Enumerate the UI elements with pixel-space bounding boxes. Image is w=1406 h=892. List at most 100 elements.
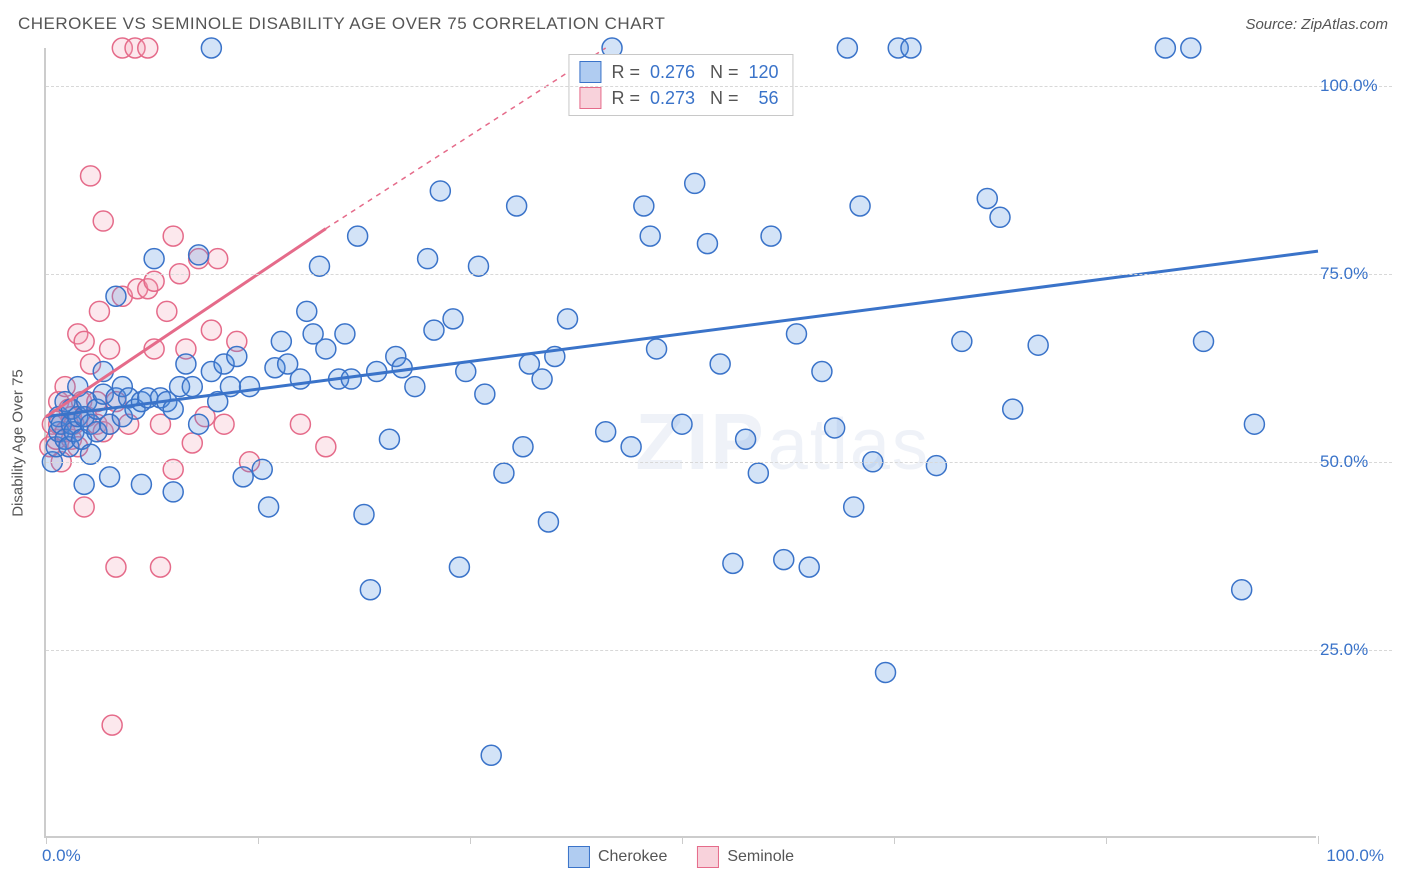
seminole-point (208, 249, 228, 269)
cherokee-point (430, 181, 450, 201)
cherokee-point (163, 482, 183, 502)
seminole-label: Seminole (727, 848, 794, 866)
cherokee-point (176, 354, 196, 374)
cherokee-point (952, 331, 972, 351)
seminole-point (290, 414, 310, 434)
x-tick-max: 100.0% (1326, 846, 1384, 866)
cherokee-point (844, 497, 864, 517)
cherokee-point (736, 429, 756, 449)
cherokee-point (354, 504, 374, 524)
cherokee-point (558, 309, 578, 329)
cherokee-point (786, 324, 806, 344)
cherokee-point (723, 553, 743, 573)
cherokee-point (850, 196, 870, 216)
cherokee-point (418, 249, 438, 269)
cherokee-point (481, 745, 501, 765)
seminole-point (81, 166, 101, 186)
seminole-point (74, 497, 94, 517)
cherokee-swatch (579, 61, 601, 83)
source-label: Source: ZipAtlas.com (1245, 16, 1388, 33)
chart-title: CHEROKEE VS SEMINOLE DISABILITY AGE OVER… (18, 14, 665, 34)
cherokee-point (647, 339, 667, 359)
cherokee-point (697, 234, 717, 254)
cherokee-point (233, 467, 253, 487)
cherokee-point (1244, 414, 1264, 434)
x-tick (470, 836, 471, 844)
series-legend: Cherokee Seminole (568, 846, 794, 868)
legend-item-seminole: Seminole (697, 846, 794, 868)
x-tick (258, 836, 259, 844)
cherokee-point (774, 550, 794, 570)
cherokee-point (106, 286, 126, 306)
cherokee-point (634, 196, 654, 216)
gridline (46, 86, 1392, 87)
seminole-point (201, 320, 221, 340)
cherokee-point (532, 369, 552, 389)
seminole-point (102, 715, 122, 735)
cherokee-point (926, 456, 946, 476)
cherokee-point (131, 474, 151, 494)
chart-area: ZIP atlas Disability Age Over 75 0.0% 10… (44, 48, 1390, 838)
cherokee-point (271, 331, 291, 351)
stats-row-seminole: R = 0.273 N = 56 (579, 85, 778, 111)
seminole-point (89, 301, 109, 321)
cherokee-point (837, 38, 857, 58)
cherokee-point (74, 474, 94, 494)
cherokee-point (335, 324, 355, 344)
seminole-point (100, 339, 120, 359)
cherokee-point (1232, 580, 1252, 600)
cherokee-point (507, 196, 527, 216)
chart-header: CHEROKEE VS SEMINOLE DISABILITY AGE OVER… (18, 14, 1388, 34)
cherokee-point (685, 173, 705, 193)
seminole-r: 0.273 (650, 85, 695, 111)
seminole-point (157, 301, 177, 321)
cherokee-point (475, 384, 495, 404)
y-tick-label: 100.0% (1320, 76, 1390, 96)
seminole-point (74, 331, 94, 351)
seminole-point (138, 38, 158, 58)
cherokee-point (201, 38, 221, 58)
x-tick (1318, 836, 1319, 844)
cherokee-point (538, 512, 558, 532)
cherokee-point (812, 362, 832, 382)
x-tick (682, 836, 683, 844)
x-tick-min: 0.0% (42, 846, 81, 866)
cherokee-point (710, 354, 730, 374)
y-tick-label: 75.0% (1320, 264, 1390, 284)
y-axis-label: Disability Age Over 75 (10, 369, 27, 517)
svg-layer (46, 48, 1318, 838)
cherokee-point (513, 437, 533, 457)
gridline (46, 274, 1392, 275)
cherokee-point (748, 463, 768, 483)
cherokee-r: 0.276 (650, 59, 695, 85)
cherokee-point (240, 377, 260, 397)
cherokee-point (290, 369, 310, 389)
cherokee-point (1155, 38, 1175, 58)
seminole-n: 56 (759, 85, 779, 111)
cherokee-point (456, 362, 476, 382)
cherokee-point (100, 467, 120, 487)
cherokee-point (1181, 38, 1201, 58)
cherokee-point (640, 226, 660, 246)
seminole-point (316, 437, 336, 457)
seminole-point (163, 226, 183, 246)
seminole-point (106, 557, 126, 577)
cherokee-point (1194, 331, 1214, 351)
cherokee-point (761, 226, 781, 246)
seminole-point (214, 414, 234, 434)
gridline (46, 650, 1392, 651)
cherokee-point (621, 437, 641, 457)
cherokee-point (297, 301, 317, 321)
cherokee-point (259, 497, 279, 517)
seminole-point (182, 433, 202, 453)
seminole-point (93, 211, 113, 231)
x-tick (46, 836, 47, 844)
cherokee-point (316, 339, 336, 359)
seminole-swatch-icon (697, 846, 719, 868)
cherokee-point (392, 358, 412, 378)
cherokee-point (189, 414, 209, 434)
cherokee-point (424, 320, 444, 340)
cherokee-point (227, 346, 247, 366)
plot-region: ZIP atlas Disability Age Over 75 0.0% 10… (44, 48, 1316, 838)
cherokee-point (799, 557, 819, 577)
